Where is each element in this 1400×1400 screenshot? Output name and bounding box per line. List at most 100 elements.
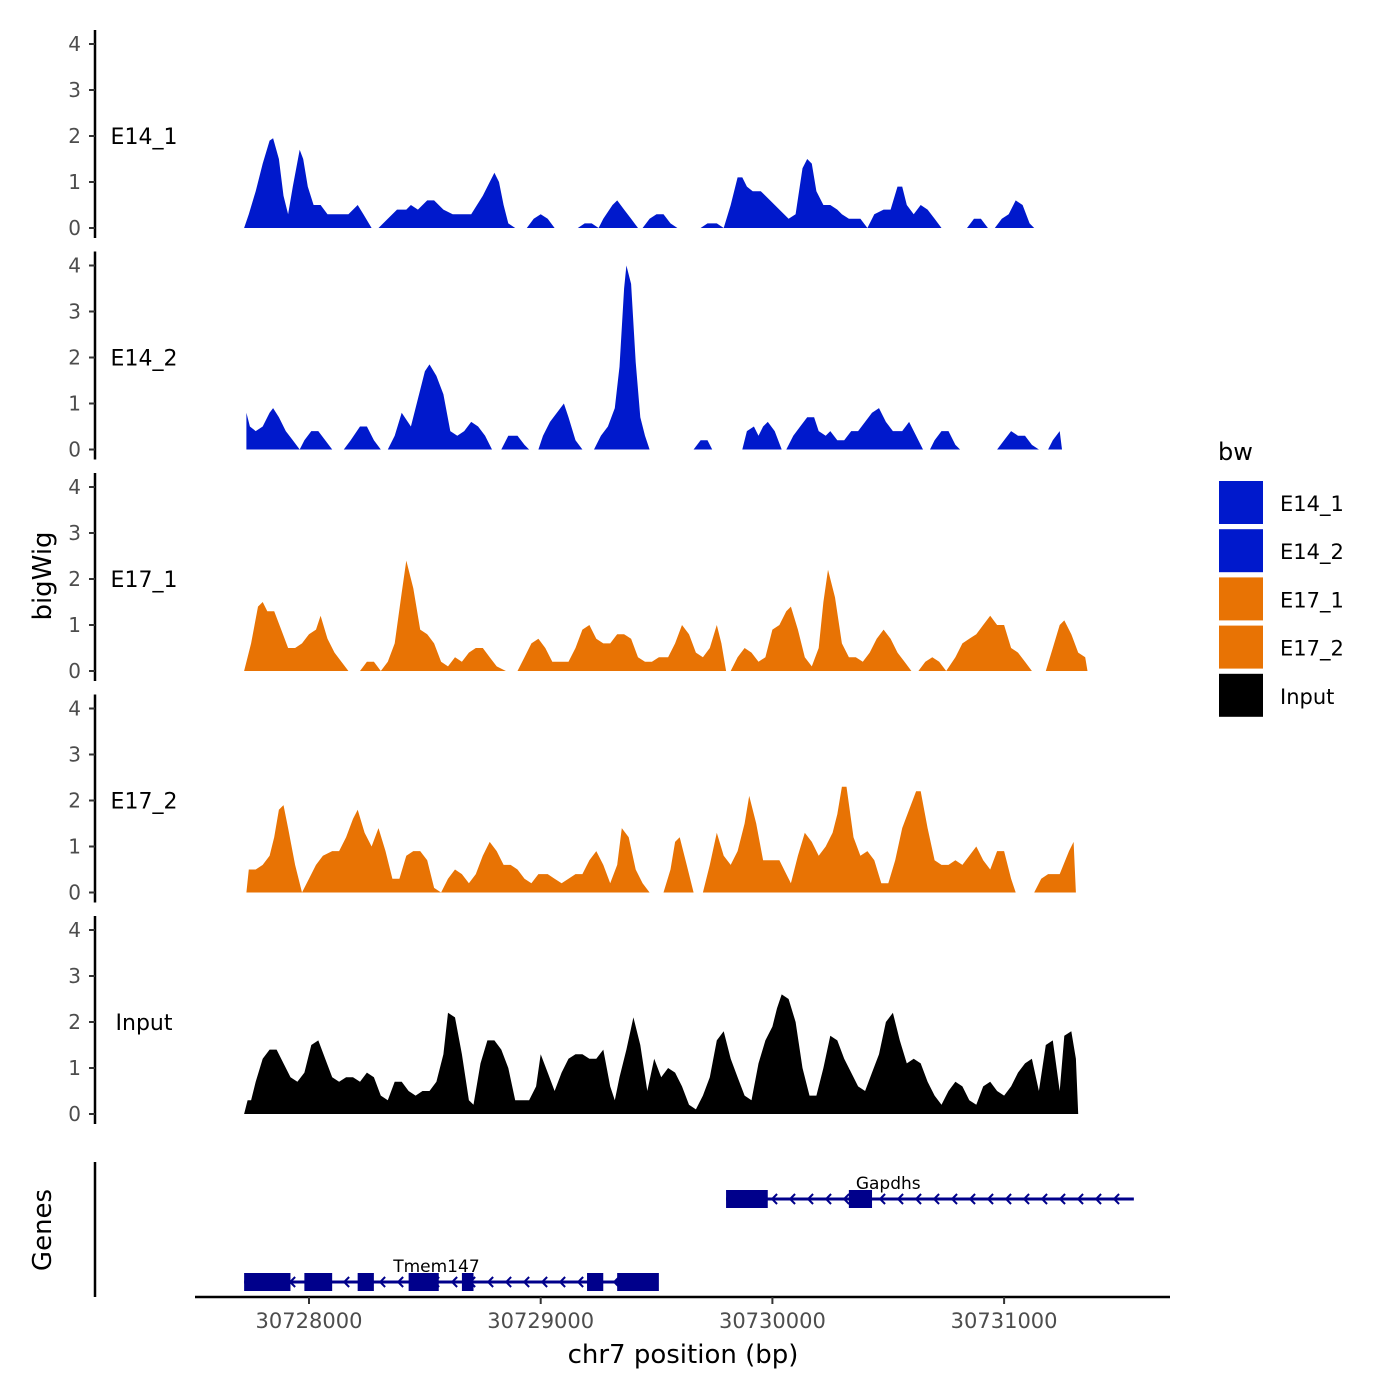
y-tick-label: 2 [68,567,81,591]
strand-arrow [522,1276,530,1288]
strand-arrow [950,1193,958,1205]
x-tick-label: 30728000 [256,1309,363,1333]
y-tick-label: 3 [68,78,81,102]
gene-exon [461,1273,474,1291]
gene-gapdhs: Gapdhs [726,1174,1134,1208]
strand-arrow [576,1276,584,1288]
strand-arrow [878,1193,886,1205]
y-tick-label: 3 [68,300,81,324]
y-tick-label: 4 [68,918,81,942]
gene-tmem147: Tmem147 [244,1257,659,1291]
y-tick-label: 4 [68,475,81,499]
strand-arrow [788,1193,796,1205]
y-tick-label: 0 [68,216,81,240]
gene-exon [304,1273,333,1291]
legend-swatch [1219,529,1263,573]
signal-area-e14-1 [244,138,1035,228]
track-e17-1: 0 1 2 3 4 E17_1 [68,473,1088,683]
strand-arrow [1058,1193,1066,1205]
x-tick-label: 30730000 [719,1309,826,1333]
y-tick-label: 1 [68,613,81,637]
strand-arrow [1112,1193,1120,1205]
legend-label: E17_1 [1280,588,1344,613]
strand-arrow [504,1276,512,1288]
track-label: E14_2 [111,347,178,372]
legend-label: E17_2 [1280,637,1344,662]
y-tick-label: 0 [68,659,81,683]
y-axis-title: bigWig [28,531,58,620]
strand-arrow [1040,1193,1048,1205]
strand-arrow [558,1276,566,1288]
signal-area-e17-1 [244,560,1088,671]
strand-arrow [1094,1193,1102,1205]
strand-arrow [806,1193,814,1205]
y-tick-label: 2 [68,789,81,813]
signal-tracks: 0 1 2 3 4 E14_1 0 1 2 3 4 E14_2 0 1 2 3 4 E17_1 0 1 2 3 4 E17_2… [68,30,1088,1126]
y-tick-label: 1 [68,392,81,416]
signal-area-e17-2 [246,786,1076,893]
strand-arrow [396,1276,404,1288]
gene-label: Gapdhs [856,1174,921,1194]
track-label: E17_1 [111,568,178,593]
track-label: E17_2 [111,790,178,815]
strand-arrow [968,1193,976,1205]
gene-exon [848,1190,873,1208]
y-tick-label: 0 [68,881,81,905]
y-tick-label: 1 [68,835,81,859]
strand-arrow [824,1193,832,1205]
y-tick-label: 1 [68,1056,81,1080]
y-tick-label: 3 [68,743,81,767]
gene-exon [408,1273,439,1291]
legend-swatch [1219,625,1263,669]
legend-swatch [1219,577,1263,621]
track-e17-2: 0 1 2 3 4 E17_2 [68,694,1076,905]
gene-exon [587,1273,604,1291]
strand-arrow [1076,1193,1084,1205]
strand-arrow [342,1276,350,1288]
strand-arrow [540,1276,548,1288]
y-tick-label: 2 [68,124,81,148]
track-label: Input [116,1011,173,1036]
track-e14-1: 0 1 2 3 4 E14_1 [68,30,1035,240]
legend-label: E14_2 [1280,540,1344,565]
y-tick-label: 2 [68,346,81,370]
y-tick-label: 4 [68,254,81,278]
x-tick-label: 30731000 [951,1309,1058,1333]
x-axis-title: chr7 position (bp) [568,1340,799,1370]
strand-arrow [914,1193,922,1205]
gene-exon [726,1190,768,1208]
y-tick-label: 4 [68,697,81,721]
signal-area-e14-2 [246,265,1062,450]
strand-arrow [486,1276,494,1288]
legend-swatch [1219,673,1263,717]
signal-area-input [244,994,1079,1114]
strand-arrow [450,1276,458,1288]
strand-arrow [378,1276,386,1288]
y-tick-label: 3 [68,521,81,545]
strand-arrow [986,1193,994,1205]
y-tick-label: 0 [68,1102,81,1126]
x-axis: 30728000 30729000 30730000 30731000 [195,1295,1170,1333]
y-tick-label: 3 [68,964,81,988]
x-tick-label: 30729000 [487,1309,594,1333]
gene-exon [617,1273,659,1291]
strand-arrow [842,1193,850,1205]
strand-arrow [770,1193,778,1205]
strand-arrow [1004,1193,1012,1205]
track-input: 0 1 2 3 4 Input [68,916,1079,1126]
y-tick-label: 4 [68,32,81,56]
y-tick-label: 2 [68,1010,81,1034]
strand-arrow [1022,1193,1030,1205]
gene-label: Tmem147 [392,1257,479,1277]
gene-exon [244,1273,291,1291]
legend-swatch [1219,481,1263,524]
track-label: E14_1 [111,125,178,150]
legend: bw E14_1 E14_2 E17_1 E17_2 Input [1218,438,1344,717]
legend-label: Input [1280,685,1334,709]
gene-exon [357,1273,374,1291]
gene-track: Tmem147 Gapdhs [93,1162,1134,1297]
strand-arrow [896,1193,904,1205]
strand-arrow [932,1193,940,1205]
track-e14-2: 0 1 2 3 4 E14_2 [68,251,1062,462]
